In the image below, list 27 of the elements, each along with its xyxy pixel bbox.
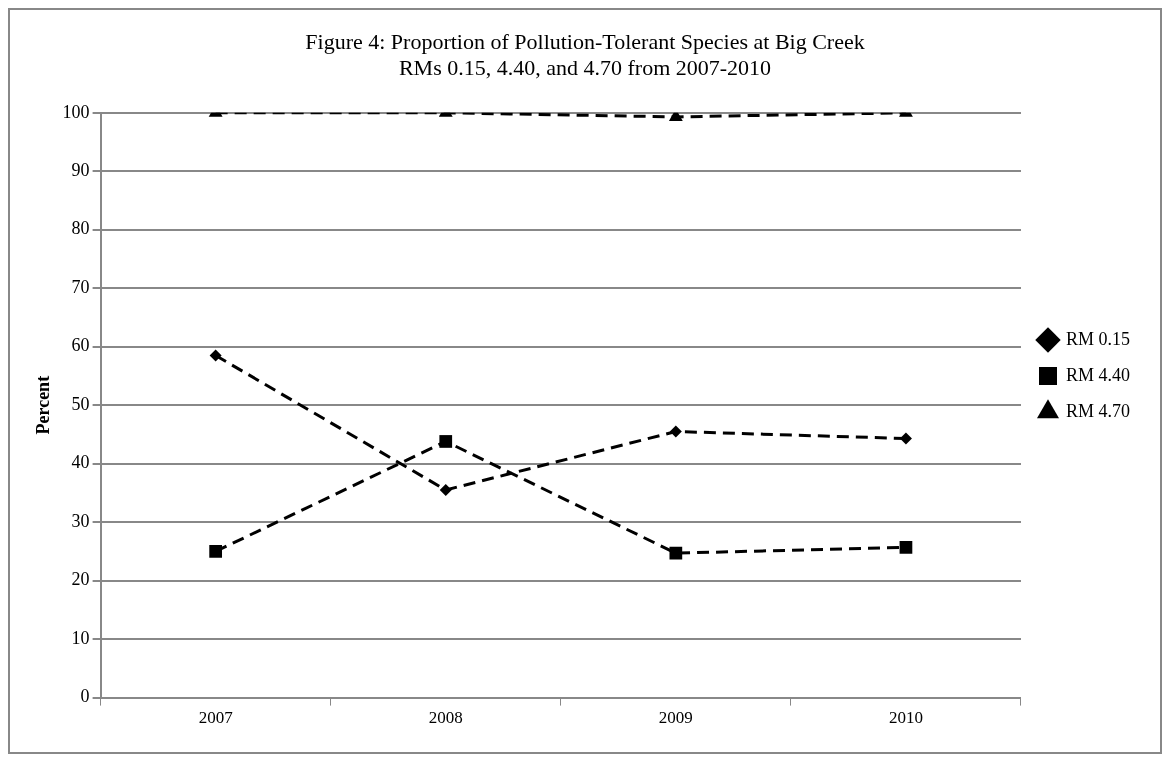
y-axis-title: Percent <box>33 375 54 435</box>
y-tick-label: 100 <box>62 101 90 122</box>
y-tick-label: 30 <box>71 510 90 531</box>
point <box>899 540 913 554</box>
x-tick-label: 2008 <box>428 708 463 728</box>
y-tick-label: 70 <box>71 276 90 297</box>
point <box>209 349 222 362</box>
y-tick-label: 10 <box>71 627 90 648</box>
y-tick-label: 20 <box>71 569 90 590</box>
x-tick-label: 2009 <box>658 708 693 728</box>
point <box>209 545 223 558</box>
point <box>669 546 683 560</box>
x-tick-label: 2010 <box>888 708 923 728</box>
y-tick-label: 80 <box>71 218 90 239</box>
point <box>439 484 452 496</box>
legend-label: RM 0.15 <box>1065 328 1130 349</box>
y-tick-label: 0 <box>80 686 90 707</box>
y-tick-label: 50 <box>71 393 90 414</box>
y-tick-label: 90 <box>71 160 90 181</box>
y-tick-label: 60 <box>71 335 90 356</box>
legend-label: RM 4.40 <box>1065 364 1130 385</box>
chart-title: Figure 4: Proportion of Pollution-Tolerant Species at Big Creek RMs 0.15, 4.40, and 4.70 from 2007-2010 <box>305 28 865 81</box>
y-tick-label: 40 <box>71 452 90 473</box>
x-tick-label: 2007 <box>198 708 234 728</box>
legend-label: RM 4.70 <box>1065 400 1130 421</box>
point <box>439 435 453 448</box>
point <box>669 425 682 438</box>
